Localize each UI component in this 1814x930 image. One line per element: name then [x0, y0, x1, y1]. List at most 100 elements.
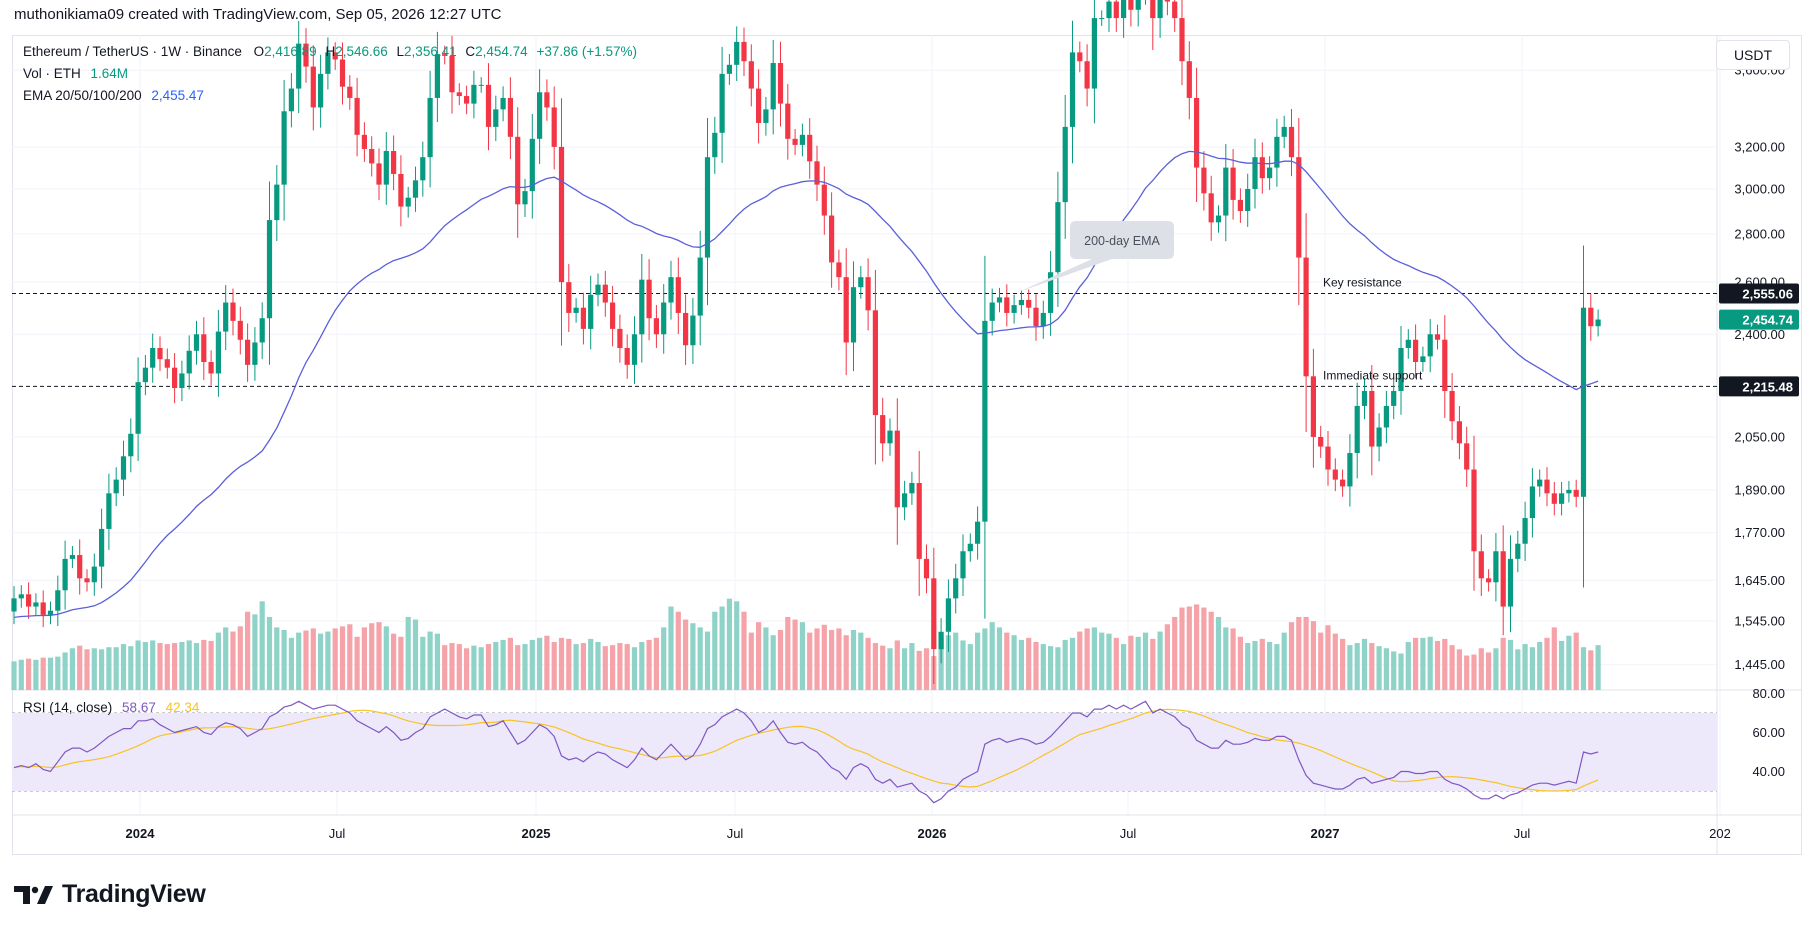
candle-body — [339, 59, 346, 87]
candle-body — [281, 111, 287, 185]
volume-bar — [113, 647, 119, 690]
volume-bar — [1427, 636, 1433, 690]
currency-unit-button[interactable]: USDT — [1716, 40, 1790, 70]
rsi-tick: 80.00 — [1752, 686, 1785, 701]
candle-body — [683, 312, 689, 346]
ema-label[interactable]: EMA 20/50/100/200 — [23, 88, 142, 103]
candle-body — [245, 339, 251, 365]
time-axis[interactable]: 2024 Jul 2025 Jul 2026 Jul 2027 Jul 202 — [126, 826, 1731, 841]
candle-body — [1369, 390, 1375, 447]
candle-body — [1259, 157, 1265, 179]
candle-body — [464, 96, 470, 104]
change-value: +37.86 (+1.57%) — [536, 44, 638, 59]
symbol-label[interactable]: Ethereum / TetherUS · 1W · Binance — [23, 44, 242, 59]
volume-bar — [1361, 638, 1368, 690]
candle-body — [1515, 543, 1521, 559]
volume-bar — [996, 627, 1003, 690]
volume-bar — [1259, 638, 1265, 690]
candle-body — [1595, 319, 1601, 327]
volume-bar — [77, 645, 83, 690]
volume-bar — [588, 638, 594, 690]
candle-body — [84, 578, 90, 583]
low-value: 2,356.41 — [404, 44, 457, 59]
volume-bar — [1099, 632, 1105, 690]
candle-body — [1011, 305, 1017, 313]
candle-body — [391, 151, 397, 174]
volume-bar — [1383, 648, 1389, 690]
candle-body — [471, 84, 477, 104]
volume-bar — [1055, 647, 1061, 690]
price-tick: 1,770.00 — [1734, 525, 1785, 540]
candle-body — [442, 54, 448, 56]
volume-bar — [1267, 642, 1273, 690]
price-tick: 1,645.00 — [1734, 573, 1785, 588]
candle-body — [631, 334, 638, 365]
candle-body — [449, 55, 455, 93]
candle-body — [223, 302, 229, 332]
volume-bar — [858, 632, 864, 690]
candle-body — [646, 279, 652, 319]
candle-body — [1091, 18, 1097, 89]
candle-body — [515, 136, 521, 205]
candle-body — [1464, 443, 1470, 470]
candle-body — [1215, 215, 1222, 223]
volume-bar — [1040, 644, 1046, 690]
volume-bar — [1500, 637, 1506, 690]
candle-body — [1551, 493, 1557, 504]
rsi-axis[interactable]: 80.00 60.00 40.00 — [1752, 686, 1785, 779]
volume-bar — [551, 642, 557, 690]
price-tick: 1,445.00 — [1734, 657, 1785, 672]
volume-bar — [1106, 633, 1112, 690]
volume-bar — [245, 611, 251, 690]
price-axis[interactable]: 3,600.003,200.003,000.002,800.002,600.00… — [1734, 63, 1785, 673]
volume-bar — [500, 639, 506, 690]
price-tick: 3,200.00 — [1734, 139, 1785, 154]
candle-body — [522, 191, 528, 205]
volume-bar — [1405, 642, 1411, 690]
rsi-label[interactable]: RSI (14, close) — [23, 700, 113, 715]
candle-body — [427, 97, 433, 158]
volume-bar — [493, 642, 499, 690]
time-tick: 2026 — [918, 826, 947, 841]
tradingview-logo[interactable]: TradingView — [14, 880, 206, 909]
candle-body — [1573, 489, 1579, 497]
callout-text: 200-day EMA — [1084, 234, 1160, 248]
candle-body — [712, 132, 718, 158]
volume-bar — [106, 647, 112, 690]
volume-bar — [1391, 651, 1397, 690]
candle-body — [1559, 493, 1565, 504]
volume-bar — [734, 601, 740, 690]
volume-bar — [1551, 627, 1557, 690]
candle-body — [1310, 376, 1316, 437]
candle-body — [1383, 405, 1389, 428]
candle-body — [1580, 307, 1587, 497]
candle-body — [296, 43, 302, 89]
candle-body — [318, 73, 324, 108]
candle-body — [215, 331, 221, 374]
candle-body — [69, 555, 75, 559]
candles — [11, 0, 1601, 685]
volume-bar — [975, 632, 981, 690]
candle-body — [953, 578, 959, 599]
candle-body — [690, 315, 696, 346]
volume-bar — [128, 646, 134, 690]
volume-bar — [223, 627, 229, 690]
volume-bar — [369, 623, 375, 690]
volume-bar — [1164, 624, 1170, 690]
volume-bars — [11, 598, 1601, 690]
ema-callout: 200-day EMA — [1018, 221, 1174, 293]
volume-bar — [1559, 640, 1565, 690]
volume-bar — [303, 630, 309, 690]
volume-bar — [1150, 638, 1156, 690]
candle-body — [266, 220, 273, 319]
candle-body — [858, 277, 864, 288]
level-labels: Key resistance Immediate support — [1323, 276, 1423, 383]
candle-body — [456, 92, 462, 97]
volume-bar — [237, 626, 243, 690]
volume-bar — [354, 636, 360, 690]
candle-body — [1135, 0, 1141, 10]
candle-body — [1456, 421, 1462, 444]
ema-line — [13, 150, 1599, 619]
volume-label[interactable]: Vol · ETH — [23, 66, 81, 81]
